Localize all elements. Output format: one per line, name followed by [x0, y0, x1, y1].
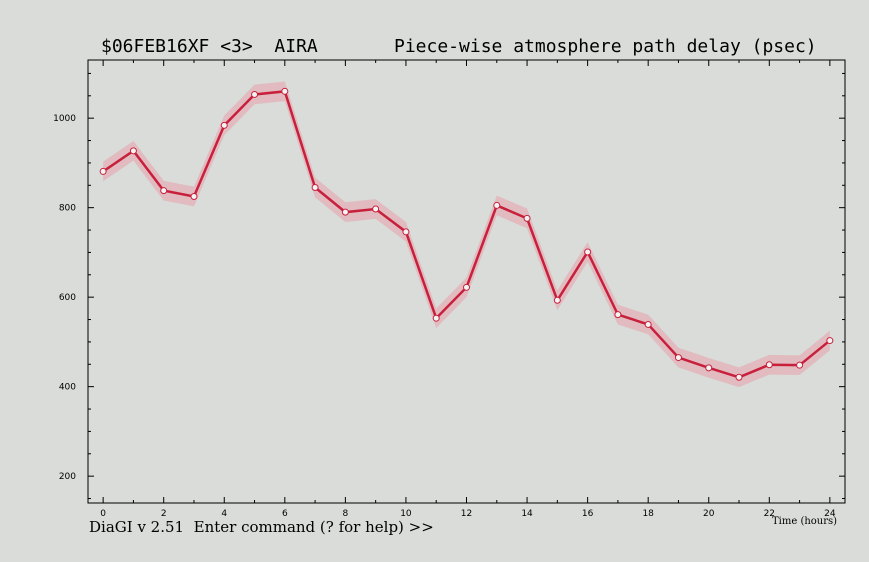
data-point [493, 201, 501, 209]
data-point [584, 248, 592, 256]
data-point [826, 337, 834, 345]
data-point [311, 184, 319, 192]
data-point [796, 361, 804, 369]
data-point [372, 205, 380, 213]
x-tick-label: 4 [221, 509, 227, 519]
y-tick-label: 400 [59, 383, 76, 393]
data-point [614, 311, 622, 319]
data-point [432, 314, 440, 322]
x-tick-label: 24 [824, 509, 836, 519]
y-tick-label: 200 [59, 472, 76, 482]
data-point [281, 87, 289, 95]
data-point [251, 90, 259, 98]
x-tick-label: 22 [764, 509, 775, 519]
x-tick-label: 2 [161, 509, 167, 519]
data-point [553, 296, 561, 304]
x-axis-label: Time (hours) [772, 516, 837, 527]
y-tick-label: 600 [59, 293, 76, 303]
x-tick-label: 10 [400, 509, 412, 519]
x-tick-label: 0 [100, 509, 106, 519]
data-point [341, 208, 349, 216]
data-point [674, 354, 682, 362]
data-point [463, 283, 470, 291]
data-point [160, 187, 168, 195]
x-tick-label: 18 [642, 509, 654, 519]
session-title: $06FEB16XF <3> AIRA [101, 36, 318, 57]
data-point [402, 228, 410, 236]
plot-title: Piece-wise atmosphere path delay (psec) [394, 36, 817, 57]
data-point [705, 364, 713, 372]
command-prompt[interactable]: DiaGI v 2.51 Enter command (? for help) … [89, 518, 434, 536]
x-tick-label: 8 [343, 509, 349, 519]
y-tick-label: 1000 [53, 114, 76, 124]
data-point [523, 214, 531, 222]
data-point [644, 320, 652, 328]
series-line [102, 89, 831, 379]
data-point [190, 192, 198, 200]
data-point [129, 147, 137, 155]
x-tick-label: 14 [521, 509, 533, 519]
data-point [765, 361, 773, 369]
x-tick-label: 6 [282, 509, 288, 519]
y-tick-label: 800 [59, 204, 76, 214]
x-tick-label: 12 [461, 509, 472, 519]
x-tick-label: 20 [703, 509, 715, 519]
data-point [220, 121, 228, 129]
error-band [103, 81, 830, 388]
data-point [735, 373, 743, 381]
data-point [99, 167, 107, 175]
x-tick-label: 16 [582, 509, 594, 519]
